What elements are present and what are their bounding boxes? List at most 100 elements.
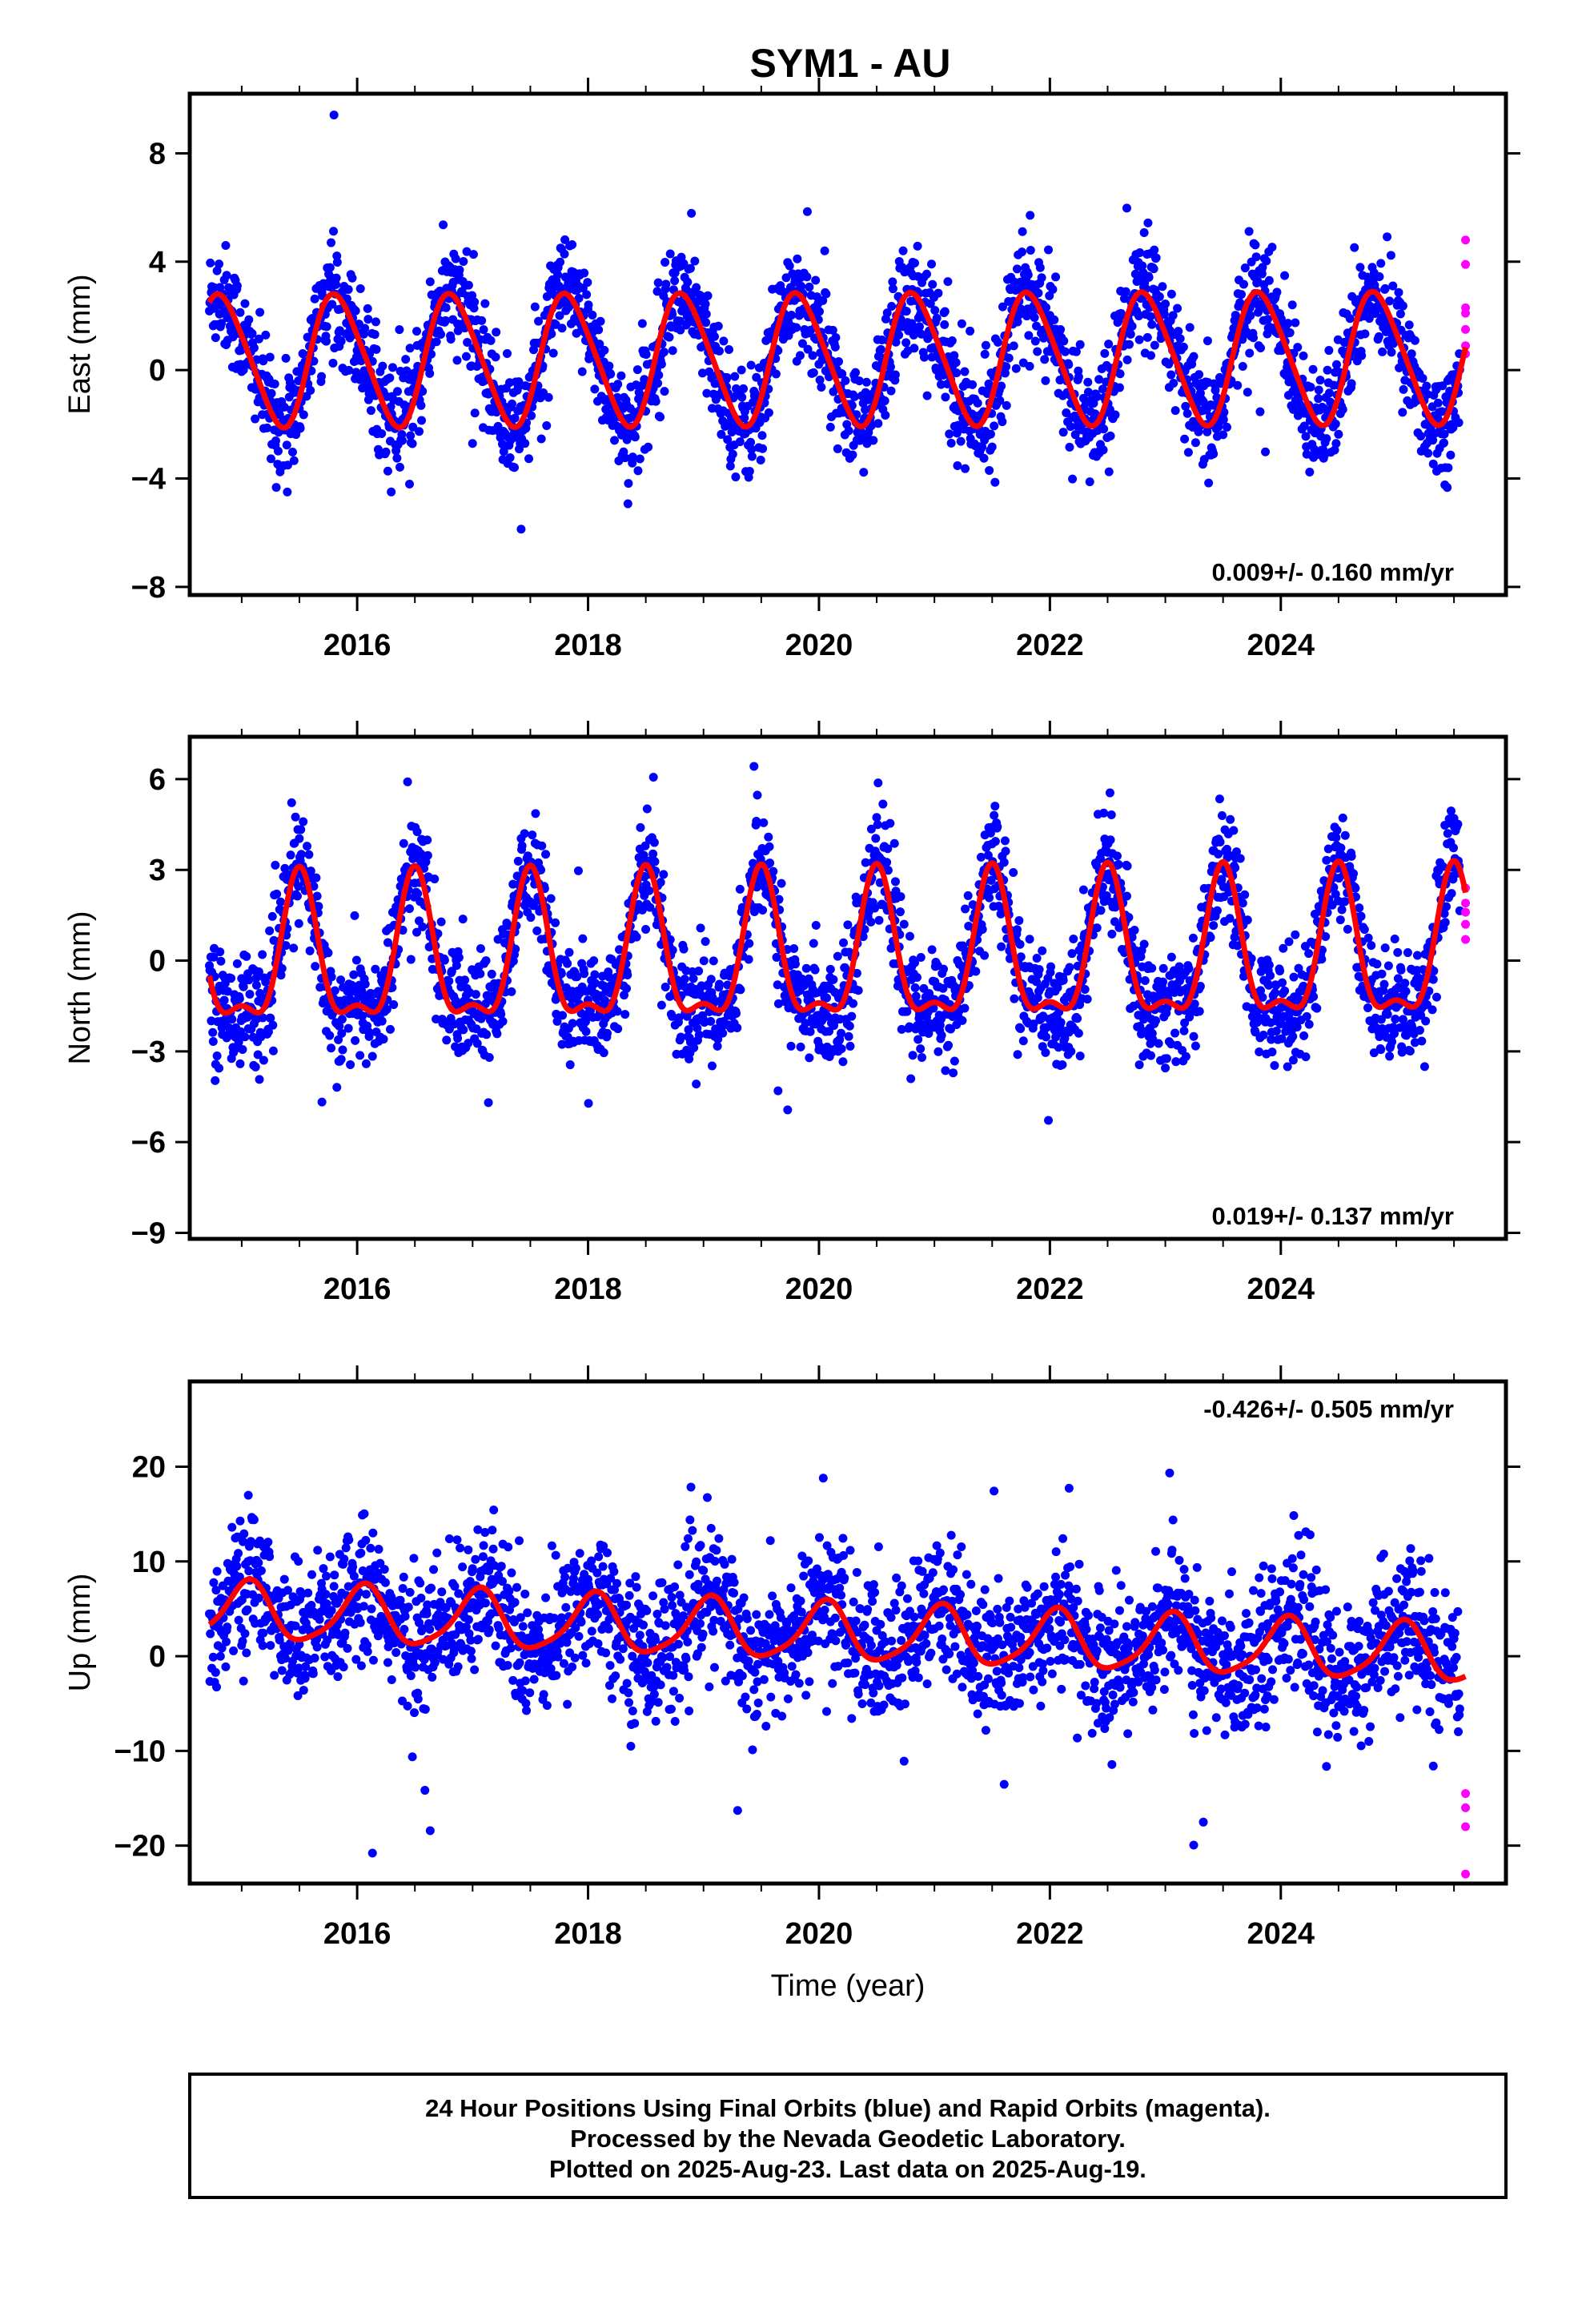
north-final-point xyxy=(216,956,226,966)
north-final-point xyxy=(496,1010,506,1019)
east-final-point xyxy=(633,466,643,476)
north-final-point xyxy=(796,1042,805,1051)
east-final-point xyxy=(240,299,250,308)
east-final-point xyxy=(412,327,422,336)
north-final-point xyxy=(861,858,870,867)
north-final-point xyxy=(929,1003,938,1013)
east-final-point xyxy=(416,400,426,410)
north-final-point xyxy=(280,863,290,873)
east-final-point xyxy=(859,468,869,477)
east-final-point xyxy=(584,300,593,310)
east-final-point xyxy=(548,348,558,358)
north-final-point xyxy=(1304,949,1314,959)
east-final-point xyxy=(235,308,245,317)
north-final-point xyxy=(668,1011,677,1021)
north-final-point xyxy=(1189,1031,1199,1041)
east-final-point xyxy=(206,258,215,267)
east-final-point xyxy=(1180,434,1190,444)
east-final-point xyxy=(660,387,669,396)
north-final-point xyxy=(650,857,660,866)
east-final-point xyxy=(1291,318,1300,328)
north-final-point xyxy=(1217,810,1227,820)
east-final-point xyxy=(1149,264,1158,274)
east-final-point xyxy=(1158,282,1167,292)
east-final-point xyxy=(945,429,954,439)
north-final-point xyxy=(482,1030,492,1039)
east-final-point xyxy=(722,373,732,383)
north-final-point xyxy=(418,922,428,931)
east-final-point xyxy=(363,315,373,324)
east-final-point xyxy=(1037,273,1046,283)
north-final-point xyxy=(1304,1019,1314,1029)
east-final-point xyxy=(1380,283,1390,293)
east-final-point xyxy=(1026,245,1035,255)
east-final-point xyxy=(1306,382,1315,392)
y-tick-label: 4 xyxy=(149,246,166,279)
east-final-point xyxy=(1026,211,1035,220)
east-final-point xyxy=(282,440,291,450)
north-final-point xyxy=(840,963,849,972)
east-final-point xyxy=(940,320,950,329)
east-final-point xyxy=(909,258,919,267)
east-final-point xyxy=(606,369,616,379)
north-final-point xyxy=(271,860,280,870)
north-final-point xyxy=(723,980,733,990)
east-final-point xyxy=(987,442,997,452)
north-final-point xyxy=(714,979,724,989)
east-final-point xyxy=(215,259,224,269)
north-final-point xyxy=(1217,875,1227,884)
north-final-point xyxy=(1235,854,1245,863)
north-final-point xyxy=(696,923,705,933)
east-final-point xyxy=(211,333,220,343)
north-final-point xyxy=(327,972,336,982)
east-final-point xyxy=(1098,445,1108,455)
north-final-point xyxy=(1275,966,1285,975)
east-final-point xyxy=(560,249,569,259)
north-final-point xyxy=(464,1039,473,1048)
north-final-point xyxy=(367,1051,377,1061)
north-final-point xyxy=(860,925,869,935)
east-final-point xyxy=(588,310,597,320)
north-final-point xyxy=(371,964,380,974)
east-final-point xyxy=(527,411,536,420)
east-final-point xyxy=(401,355,411,364)
east-final-point xyxy=(966,326,975,336)
north-final-point xyxy=(825,964,835,974)
east-final-point xyxy=(947,336,957,346)
east-final-point xyxy=(728,449,737,459)
north-final-point xyxy=(990,810,999,820)
east-final-point xyxy=(468,439,477,448)
north-final-point xyxy=(801,963,811,973)
east-final-point xyxy=(1256,343,1266,352)
east-final-point xyxy=(1018,227,1027,236)
north-final-point xyxy=(1184,963,1194,973)
east-final-point xyxy=(1104,467,1114,476)
north-final-point xyxy=(526,913,536,923)
east-final-point xyxy=(1185,323,1195,332)
north-final-point xyxy=(810,965,820,975)
north-final-point xyxy=(1162,1054,1171,1063)
north-final-point xyxy=(383,938,392,947)
east-final-point xyxy=(273,446,283,456)
east-final-point xyxy=(701,300,710,309)
north-final-point xyxy=(613,1024,623,1034)
north-final-point xyxy=(769,866,778,876)
north-final-point xyxy=(1301,1052,1311,1062)
east-final-point xyxy=(217,319,227,328)
north-final-point xyxy=(790,959,800,969)
east-final-point xyxy=(1058,428,1068,437)
east-final-point xyxy=(557,324,567,333)
east-final-point xyxy=(355,283,365,293)
east-final-point xyxy=(1418,373,1427,383)
east-final-point xyxy=(730,372,740,381)
north-final-point xyxy=(382,1004,391,1014)
east-final-point xyxy=(1428,436,1438,445)
north-final-point xyxy=(733,1023,742,1032)
north-final-point xyxy=(744,955,753,964)
north-final-point xyxy=(656,878,665,887)
east-final-point xyxy=(685,263,695,273)
north-final-point xyxy=(689,1043,699,1052)
east-final-point xyxy=(714,346,724,356)
east-final-point xyxy=(1106,431,1115,440)
north-final-point xyxy=(849,999,858,1008)
